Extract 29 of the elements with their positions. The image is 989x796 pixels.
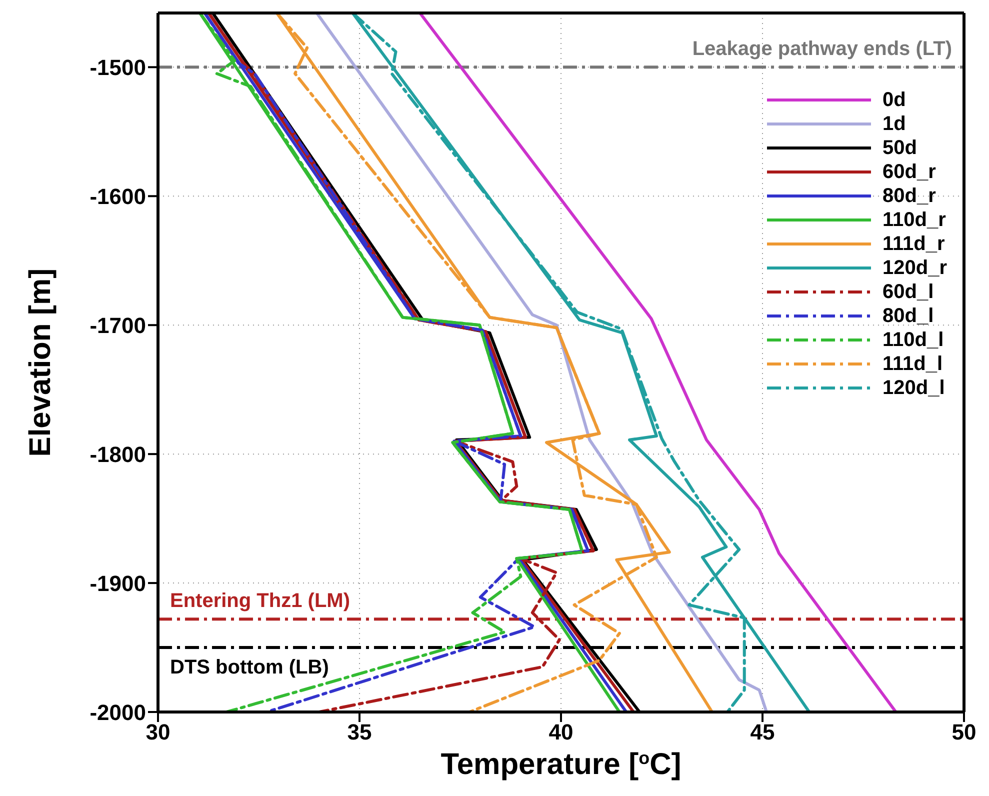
ref-line-label: Entering Thz1 (LM) <box>170 590 350 612</box>
ref-line-label: Leakage pathway ends (LT) <box>692 38 952 60</box>
y-tick-label: -1800 <box>90 442 146 467</box>
x-tick-label: 40 <box>548 720 574 745</box>
text: 111d_r <box>882 232 945 256</box>
y-tick-label: -1500 <box>90 54 146 80</box>
y-tick-label: -1600 <box>90 184 146 209</box>
text: 60d_r <box>882 160 936 184</box>
ref-line-label: DTS bottom (LB) <box>170 656 329 679</box>
text: 1d <box>882 112 906 136</box>
y-tick-label: -1900 <box>90 570 146 596</box>
text: 0d <box>882 88 906 112</box>
text: 111d_l <box>882 352 943 376</box>
text: 60d_l <box>882 280 934 304</box>
y-tick-label: -1700 <box>90 312 146 338</box>
text: 80d_l <box>882 304 934 328</box>
x-tick-label: 30 <box>146 720 170 745</box>
x-tick-label: 50 <box>952 720 976 745</box>
text: 80d_r <box>882 184 936 208</box>
text: 120d_l <box>882 376 945 400</box>
y-axis-title: Elevation [m] <box>24 268 56 457</box>
text: 120d_r <box>882 256 947 280</box>
x-tick-label: 35 <box>347 720 372 745</box>
y-tick-label: -2000 <box>90 700 146 725</box>
text: 50d <box>882 136 917 160</box>
x-axis-title: Temperature [$^{o}$C] <box>440 748 682 781</box>
text: 110d_l <box>882 328 944 352</box>
text: 110d_r <box>882 208 946 232</box>
x-tick-label: 45 <box>750 720 775 745</box>
